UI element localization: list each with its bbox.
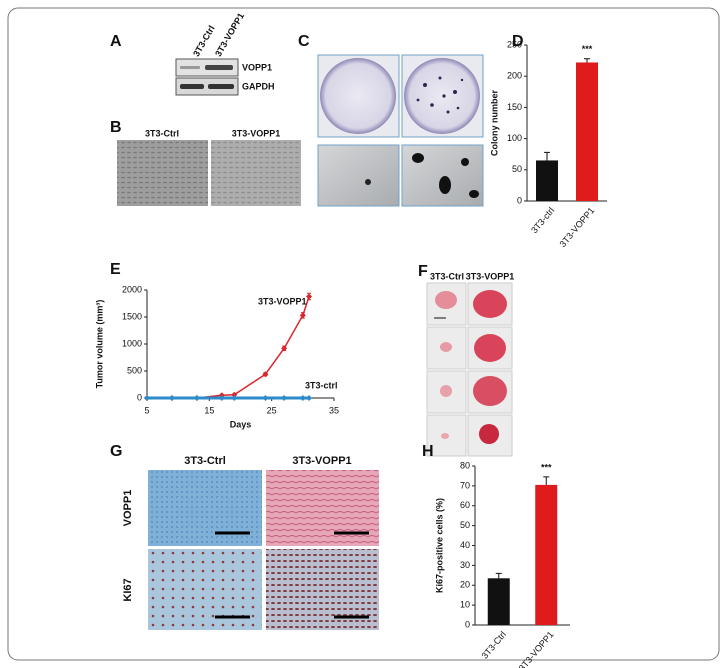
marker (299, 312, 306, 319)
column-label: 3T3-Ctrl (145, 128, 179, 138)
y-tick-label: 0 (465, 619, 470, 629)
x-tick-label: 3T3-VOPP1 (557, 205, 596, 249)
tumor-grid (426, 282, 513, 457)
blot-band (180, 84, 204, 89)
blot-band (208, 84, 234, 89)
panel-letter: E (110, 261, 121, 278)
band-label: VOPP1 (242, 62, 272, 72)
column-label: 3T3-VOPP1 (232, 128, 281, 138)
y-tick-label: 500 (127, 365, 142, 375)
error-bar (543, 476, 550, 485)
annotation: *** (582, 44, 593, 54)
micrograph (211, 140, 301, 206)
y-tick-label: 1500 (122, 311, 142, 321)
x-tick-label: 15 (204, 405, 214, 415)
x-tick-label: 5 (144, 405, 149, 415)
colony (365, 179, 371, 185)
y-tick-label: 40 (460, 540, 470, 550)
y-tick-label: 50 (460, 520, 470, 530)
y-tick-label: 200 (507, 71, 522, 81)
marker (193, 395, 200, 401)
series-label: 3T3-VOPP1 (258, 296, 307, 306)
y-axis-label: Colony number (489, 90, 499, 156)
column-label: 3T3-Ctrl (184, 455, 226, 467)
histology (266, 470, 379, 546)
row-label: KI67 (122, 578, 134, 601)
scale-bars (215, 531, 369, 619)
marker (306, 395, 313, 401)
marker (218, 395, 225, 401)
x-tick-label: 35 (329, 405, 339, 415)
marker (262, 395, 269, 401)
y-tick-label: 1000 (122, 338, 142, 348)
marker (168, 395, 175, 401)
y-tick-label: 250 (507, 39, 522, 49)
y-tick-label: 70 (460, 480, 470, 490)
column-label: 3T3-Ctrl (430, 271, 464, 281)
error-bar (544, 151, 550, 161)
y-tick-label: 20 (460, 580, 470, 590)
frame (7, 7, 720, 661)
x-tick-label: 25 (267, 405, 277, 415)
blot-band (205, 65, 233, 70)
y-tick-label: 60 (460, 500, 470, 510)
series-label: 3T3-ctrl (305, 380, 338, 390)
marker (144, 395, 150, 401)
column-label: 3T3-VOPP1 (292, 455, 351, 467)
y-tick-label: 0 (137, 392, 142, 402)
y-axis-label: Tumor volume (mm³) (94, 300, 104, 389)
blot-band (180, 66, 200, 69)
row-label: VOPP1 (122, 490, 134, 527)
y-axis-label: Ki67-positive cells (%) (434, 498, 444, 593)
bar (576, 62, 598, 201)
band-label: GAPDH (242, 81, 275, 91)
marker (231, 391, 238, 398)
colony-photo (401, 144, 484, 207)
marker (262, 371, 269, 378)
lane-label: 3T3-VOPP1 (213, 11, 246, 58)
error-bar (584, 58, 590, 63)
annotation: *** (541, 462, 552, 472)
panel-letter: H (422, 443, 434, 460)
panel-letter: G (110, 443, 122, 460)
y-tick-label: 10 (460, 600, 470, 610)
column-label: 3T3-VOPP1 (466, 271, 515, 281)
y-tick-label: 150 (507, 102, 522, 112)
blot (175, 77, 239, 96)
dish (320, 58, 396, 134)
error-bar (495, 572, 502, 579)
x-tick-label: 3T3-ctrl (529, 205, 556, 235)
y-tick-label: 2000 (122, 284, 142, 294)
colonies (412, 153, 479, 198)
bar (487, 578, 510, 625)
panel-letter: D (512, 33, 524, 50)
bar (536, 160, 558, 201)
panel-letter: F (418, 263, 428, 280)
panel-letter: C (298, 33, 310, 50)
panel-letter: B (110, 119, 122, 136)
y-tick-label: 50 (512, 164, 522, 174)
x-tick-label: 3T3-VOPP1 (517, 629, 556, 668)
y-tick-label: 100 (507, 133, 522, 143)
colonies (416, 76, 464, 114)
y-tick-label: 80 (460, 460, 470, 470)
bar (535, 484, 558, 625)
marker (281, 345, 288, 352)
micrograph (117, 140, 208, 206)
colony-photo (317, 144, 400, 207)
panel-letter: A (110, 33, 122, 50)
marker (306, 293, 313, 300)
y-tick-label: 0 (517, 195, 522, 205)
y-tick-label: 30 (460, 560, 470, 570)
marker (299, 395, 306, 401)
x-axis-label: Days (230, 419, 252, 429)
marker (281, 395, 288, 401)
histology (148, 470, 262, 546)
marker (231, 395, 238, 401)
x-tick-label: 3T3-Ctrl (480, 629, 509, 660)
dish (404, 58, 480, 134)
